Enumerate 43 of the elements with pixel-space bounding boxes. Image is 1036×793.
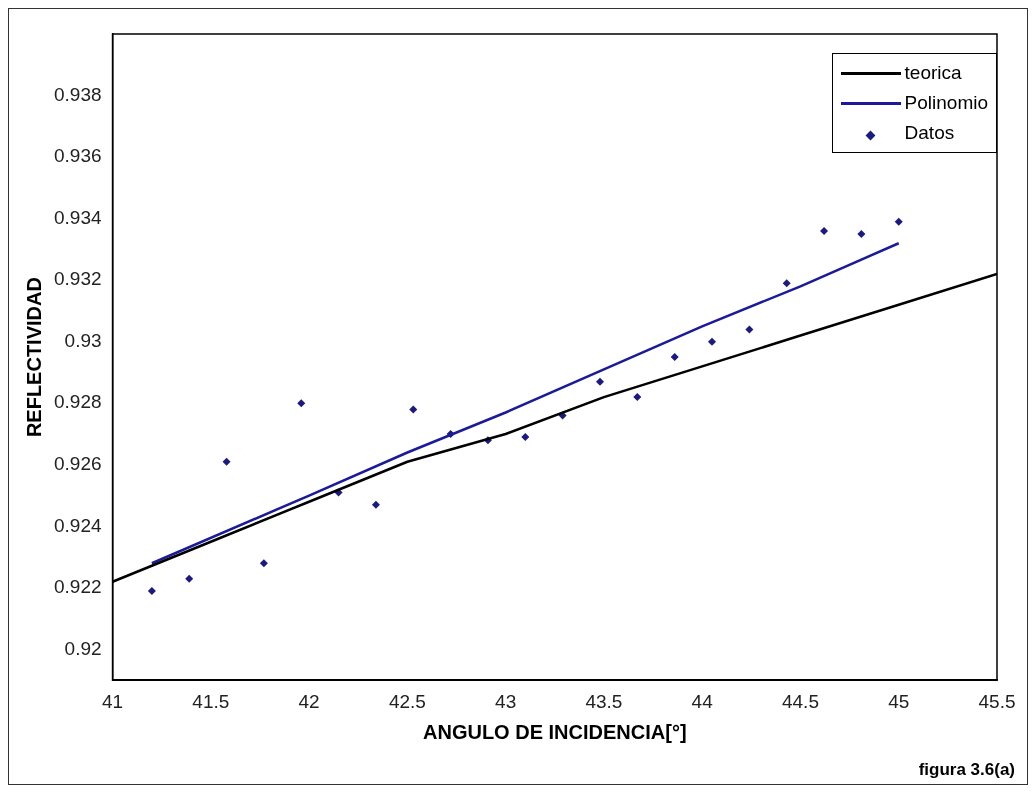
legend-label: teorica xyxy=(904,61,962,85)
x-tick-label: 44.5 xyxy=(781,690,819,712)
y-axis-title: REFLECTIVIDAD xyxy=(22,277,45,438)
y-tick-label: 0.938 xyxy=(54,83,102,105)
x-tick-label: 42 xyxy=(298,690,320,712)
point xyxy=(633,393,642,402)
y-tick-label: 0.926 xyxy=(54,453,102,475)
x-tick-label: 43.5 xyxy=(585,690,623,712)
x-tick-label: 45.5 xyxy=(978,690,1016,712)
text: figura 3.6(a) xyxy=(918,760,1015,780)
point xyxy=(371,500,380,509)
y-tick-label: 0.936 xyxy=(54,145,102,167)
point xyxy=(297,399,306,408)
point xyxy=(147,586,156,595)
y-tick-label: 0.92 xyxy=(64,637,102,659)
point xyxy=(670,353,679,362)
x-tick-label: 41 xyxy=(101,690,124,712)
x-tick-label: 44 xyxy=(691,690,714,712)
point xyxy=(708,337,717,346)
point xyxy=(595,377,604,386)
x-axis-title: ANGULO DE INCIDENCIA[°] xyxy=(423,720,687,743)
point xyxy=(185,574,194,583)
legend-label: Datos xyxy=(904,121,955,145)
point xyxy=(409,405,418,414)
x-tick-label: 45 xyxy=(888,690,910,712)
y-tick-label: 0.932 xyxy=(54,268,102,290)
y-tick-label: 0.922 xyxy=(54,576,102,598)
point xyxy=(782,279,791,288)
point xyxy=(820,226,829,235)
x-tick-label: 41.5 xyxy=(192,690,230,712)
point xyxy=(857,230,866,239)
point xyxy=(521,433,530,442)
point xyxy=(894,217,903,226)
y-tick-label: 0.924 xyxy=(54,514,102,536)
legend-label: Polinomio xyxy=(904,91,988,115)
x-tick-label: 42.5 xyxy=(388,690,426,712)
x-tick-label: 43 xyxy=(495,690,517,712)
point xyxy=(745,325,754,334)
point xyxy=(259,559,268,568)
y-tick-label: 0.928 xyxy=(54,391,102,413)
y-tick-label: 0.93 xyxy=(64,329,102,351)
y-tick-label: 0.934 xyxy=(54,206,102,228)
point xyxy=(222,457,231,466)
